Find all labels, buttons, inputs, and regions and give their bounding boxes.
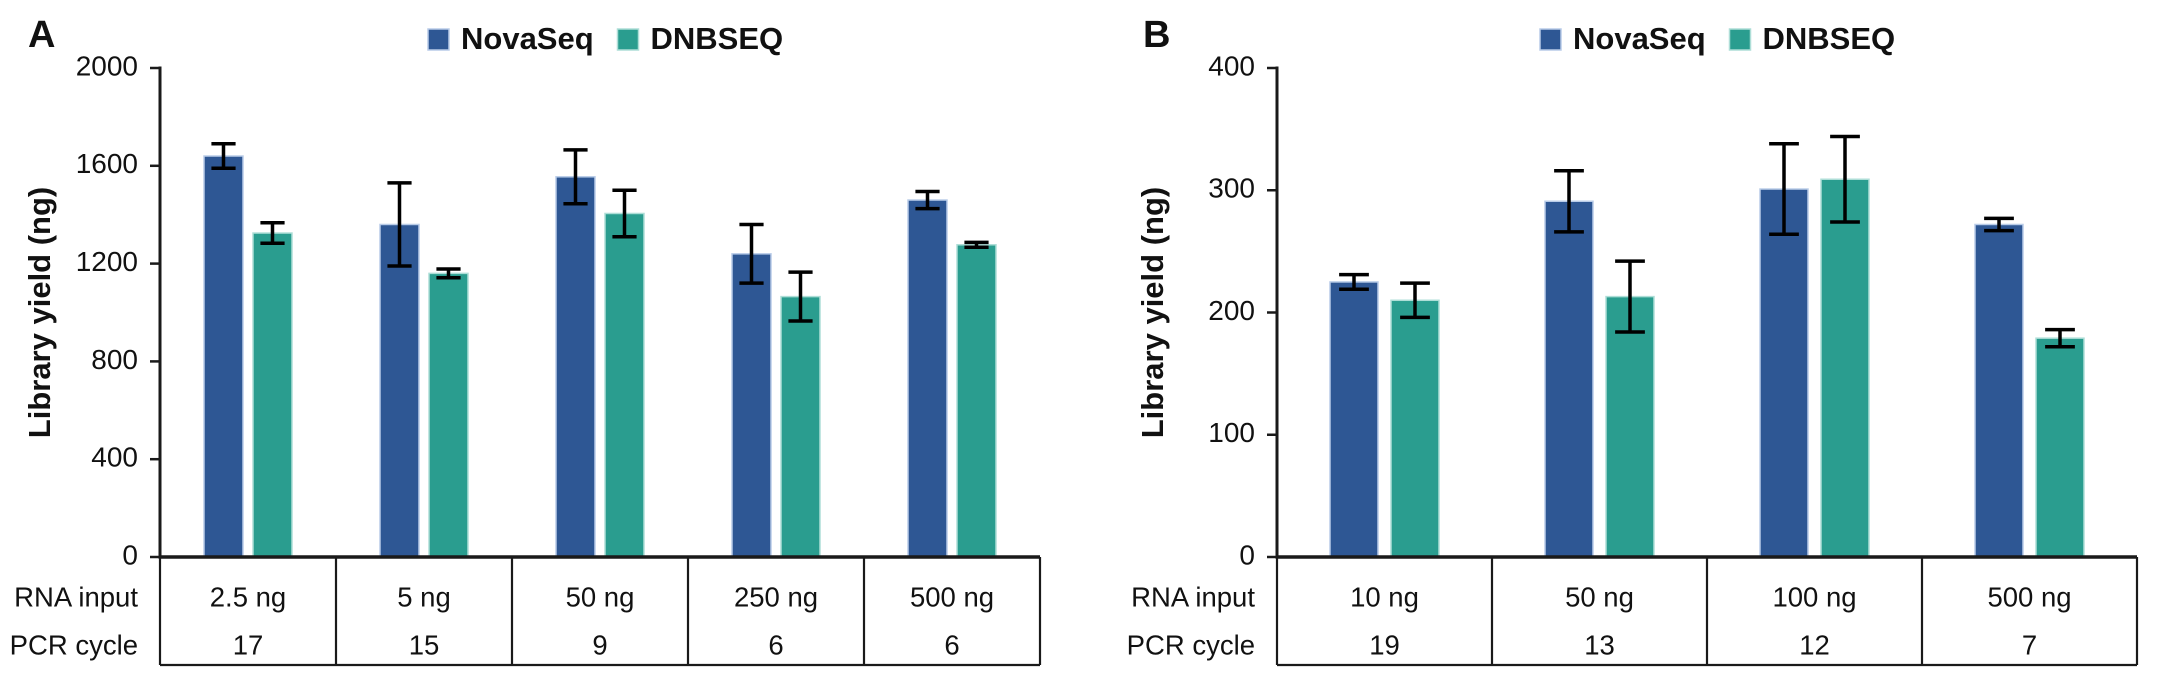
error-bar-dnbseq-500-ng bbox=[964, 240, 989, 249]
error-bar-dnbseq-50-ng bbox=[612, 188, 637, 239]
error-bar-dnbseq-2-5-ng bbox=[260, 221, 285, 246]
cell-pcr-cycle-5-ng: 15 bbox=[409, 629, 440, 660]
bar-dnbseq-5-ng bbox=[428, 272, 469, 558]
error-bar-dnbseq-250-ng bbox=[788, 270, 813, 323]
cell-pcr-cycle-10-ng: 19 bbox=[1369, 629, 1400, 660]
cell-pcr-cycle-500-ng: 6 bbox=[944, 629, 959, 660]
cell-rna-input-100-ng: 100 ng bbox=[1772, 581, 1856, 612]
y-tick-label-0: 0 bbox=[1239, 539, 1255, 570]
cell-rna-input-2-5-ng: 2.5 ng bbox=[210, 581, 286, 612]
legend-label-novaseq: NovaSeq bbox=[461, 21, 594, 56]
error-bar-novaseq-500-ng bbox=[915, 189, 940, 211]
bar-novaseq-100-ng bbox=[1759, 188, 1809, 558]
x-axis-table: RNA input PCR cycle 10 ng 19 50 ng 13 100 ng 12… bbox=[1127, 557, 2139, 667]
bar-dnbseq-500-ng bbox=[2035, 337, 2085, 558]
bar-dnbseq-500-ng bbox=[956, 244, 997, 558]
error-bar-novaseq-2-5-ng bbox=[211, 142, 236, 170]
row-label-pcr-cycle: PCR cycle bbox=[10, 629, 138, 660]
y-tick-label-300: 300 bbox=[1208, 173, 1255, 204]
error-bar-novaseq-50-ng bbox=[1554, 168, 1584, 234]
bar-novaseq-2-5-ng bbox=[203, 155, 244, 558]
cell-pcr-cycle-500-ng: 7 bbox=[2022, 629, 2037, 660]
cell-pcr-cycle-250-ng: 6 bbox=[768, 629, 783, 660]
legend-swatch-novaseq-icon bbox=[427, 28, 450, 51]
cell-rna-input-50-ng: 50 ng bbox=[566, 581, 635, 612]
panel-b: B NovaSeq DNBSEQ Library yield (ng) 0 100 200 3… bbox=[1127, 14, 2139, 667]
panel-a: A NovaSeq DNBSEQ Library yield (ng) 0 400 800 1… bbox=[10, 14, 1042, 667]
error-bar-dnbseq-50-ng bbox=[1615, 259, 1645, 334]
cell-pcr-cycle-2-5-ng: 17 bbox=[233, 629, 264, 660]
error-bar-dnbseq-10-ng bbox=[1400, 281, 1430, 320]
error-bar-novaseq-10-ng bbox=[1339, 272, 1369, 292]
cell-pcr-cycle-50-ng: 9 bbox=[592, 629, 607, 660]
y-tick-label-200: 200 bbox=[1208, 295, 1255, 326]
error-bar-novaseq-250-ng bbox=[739, 222, 764, 285]
panel-label-b: B bbox=[1143, 14, 1170, 56]
cell-rna-input-5-ng: 5 ng bbox=[397, 581, 451, 612]
bar-dnbseq-2-5-ng bbox=[252, 232, 293, 558]
legend-label-novaseq: NovaSeq bbox=[1573, 21, 1706, 56]
row-label-rna-input: RNA input bbox=[14, 581, 138, 612]
bar-novaseq-500-ng bbox=[1974, 223, 2024, 558]
y-tick-label-400: 400 bbox=[1208, 50, 1255, 81]
error-bar-dnbseq-5-ng bbox=[436, 267, 461, 280]
legend-swatch-dnbseq-icon bbox=[616, 28, 640, 51]
cell-pcr-cycle-50-ng: 13 bbox=[1584, 629, 1615, 660]
bar-dnbseq-50-ng bbox=[1605, 295, 1655, 558]
error-bar-novaseq-500-ng bbox=[1984, 216, 2014, 233]
cell-rna-input-250-ng: 250 ng bbox=[734, 581, 818, 612]
legend-label-dnbseq: DNBSEQ bbox=[651, 21, 784, 56]
bar-dnbseq-250-ng bbox=[780, 295, 821, 558]
y-axis-title: Library yield (ng) bbox=[1135, 187, 1170, 438]
legend: NovaSeq DNBSEQ bbox=[1539, 21, 1896, 56]
x-axis-table: RNA input PCR cycle 2.5 ng 17 5 ng 15 50 ng 9 25… bbox=[10, 557, 1042, 667]
error-bar-dnbseq-500-ng bbox=[2045, 327, 2075, 349]
bar-novaseq-10-ng bbox=[1329, 281, 1379, 558]
y-tick-label-1200: 1200 bbox=[76, 246, 138, 277]
bar-dnbseq-10-ng bbox=[1390, 299, 1440, 558]
cell-pcr-cycle-100-ng: 12 bbox=[1799, 629, 1830, 660]
y-tick-label-100: 100 bbox=[1208, 417, 1255, 448]
bar-dnbseq-100-ng bbox=[1820, 178, 1870, 558]
bar-novaseq-50-ng bbox=[1544, 200, 1594, 558]
bar-novaseq-500-ng bbox=[907, 199, 948, 558]
bar-novaseq-250-ng bbox=[731, 253, 772, 558]
error-bar-novaseq-50-ng bbox=[563, 148, 588, 206]
y-tick-label-2000: 2000 bbox=[76, 50, 138, 81]
legend-swatch-dnbseq-icon bbox=[1728, 28, 1752, 51]
error-bar-novaseq-5-ng bbox=[387, 181, 412, 268]
y-tick-label-400: 400 bbox=[91, 442, 138, 473]
error-bar-novaseq-100-ng bbox=[1769, 142, 1799, 237]
row-label-pcr-cycle: PCR cycle bbox=[1127, 629, 1255, 660]
legend-label-dnbseq: DNBSEQ bbox=[1763, 21, 1896, 56]
bar-dnbseq-50-ng bbox=[604, 212, 645, 558]
bar-novaseq-5-ng bbox=[379, 223, 420, 558]
cell-rna-input-50-ng: 50 ng bbox=[1565, 581, 1634, 612]
cell-rna-input-10-ng: 10 ng bbox=[1350, 581, 1419, 612]
y-tick-label-0: 0 bbox=[122, 539, 138, 570]
y-tick-label-1600: 1600 bbox=[76, 148, 138, 179]
cell-rna-input-500-ng: 500 ng bbox=[1987, 581, 2071, 612]
cell-rna-input-500-ng: 500 ng bbox=[910, 581, 994, 612]
legend-swatch-novaseq-icon bbox=[1539, 28, 1562, 51]
error-bar-dnbseq-100-ng bbox=[1830, 134, 1860, 224]
panel-label-a: A bbox=[28, 14, 55, 56]
row-label-rna-input: RNA input bbox=[1131, 581, 1255, 612]
y-tick-label-800: 800 bbox=[91, 344, 138, 375]
y-axis-title: Library yield (ng) bbox=[22, 187, 57, 438]
bar-novaseq-50-ng bbox=[555, 176, 596, 558]
legend: NovaSeq DNBSEQ bbox=[427, 21, 784, 56]
